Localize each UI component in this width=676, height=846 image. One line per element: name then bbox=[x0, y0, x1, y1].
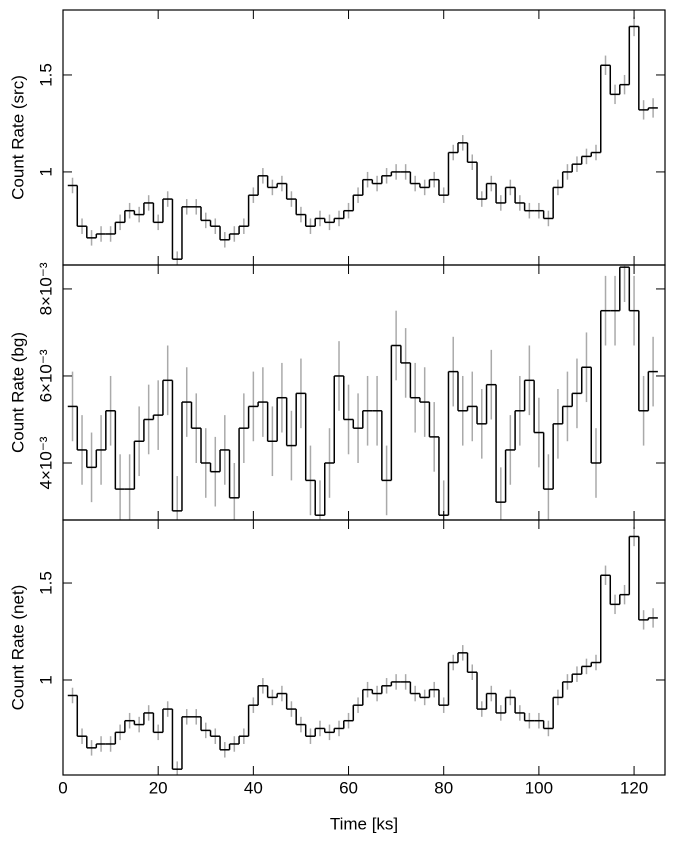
x-tick-label: 100 bbox=[525, 778, 553, 797]
y-tick-label: 1 bbox=[36, 675, 55, 684]
plot-area bbox=[67, 16, 658, 265]
plot-area bbox=[67, 265, 658, 520]
x-tick-label: 20 bbox=[149, 778, 168, 797]
y-tick-label: 1.5 bbox=[36, 63, 55, 87]
x-tick-label: 40 bbox=[244, 778, 263, 797]
y-tick-label: 8×10⁻³ bbox=[36, 262, 55, 315]
y-axis-label: Count Rate (bg) bbox=[8, 332, 27, 453]
axes-frame bbox=[62, 264, 666, 521]
x-axis-label: Time [ks] bbox=[330, 814, 398, 833]
y-tick-label: 6×10⁻³ bbox=[36, 349, 55, 402]
y-axis-label: Count Rate (src) bbox=[8, 75, 27, 200]
y-axis-label: Count Rate (net) bbox=[8, 585, 27, 711]
x-tick-label: 60 bbox=[339, 778, 358, 797]
x-tick-label: 0 bbox=[58, 778, 67, 797]
axes-frame bbox=[62, 519, 666, 776]
y-tick-label: 1.5 bbox=[36, 571, 55, 595]
plot-area bbox=[67, 526, 658, 775]
y-tick-label: 1 bbox=[36, 167, 55, 176]
x-tick-label: 120 bbox=[620, 778, 648, 797]
x-tick-label: 80 bbox=[434, 778, 453, 797]
axes-frame bbox=[62, 9, 666, 266]
y-tick-label: 4×10⁻³ bbox=[36, 436, 55, 489]
